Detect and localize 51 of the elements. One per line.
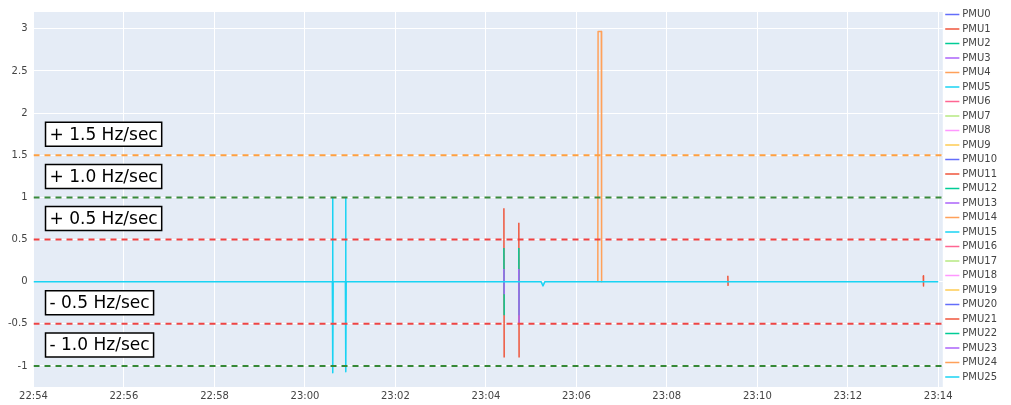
legend-label: PMU9 <box>962 138 991 150</box>
legend-label: PMU3 <box>962 51 991 63</box>
ref-line-label: - 1.0 Hz/sec <box>49 334 150 355</box>
y-tick-label: -1 <box>17 359 28 371</box>
x-tick-label: 23:02 <box>380 389 410 401</box>
legend-label: PMU13 <box>962 196 997 208</box>
legend-label: PMU22 <box>962 327 997 339</box>
legend-label: PMU19 <box>962 283 997 295</box>
legend-label: PMU2 <box>962 37 991 49</box>
legend-label: PMU14 <box>962 211 997 223</box>
legend-label: PMU23 <box>962 341 997 353</box>
y-tick-label: 2.5 <box>11 64 28 76</box>
x-tick-label: 22:54 <box>19 389 48 401</box>
y-tick-label: 2 <box>21 106 28 118</box>
legend-label: PMU18 <box>962 269 997 281</box>
legend-label: PMU0 <box>962 8 991 20</box>
legend-label: PMU15 <box>962 225 997 237</box>
y-tick-label: 1.5 <box>11 148 28 160</box>
x-tick-label: 23:10 <box>743 389 772 401</box>
legend-label: PMU20 <box>962 298 997 310</box>
legend-label: PMU21 <box>962 312 997 324</box>
x-tick-label: 22:56 <box>109 389 139 401</box>
y-tick-label: -0.5 <box>8 317 28 329</box>
legend-label: PMU25 <box>962 370 997 382</box>
legend-label: PMU12 <box>962 182 997 194</box>
x-tick-label: 23:04 <box>471 389 501 401</box>
legend-label: PMU16 <box>962 240 997 252</box>
x-tick-label: 23:12 <box>833 389 863 401</box>
ref-line-label: + 0.5 Hz/sec <box>49 207 158 228</box>
x-tick-label: 23:14 <box>923 389 953 401</box>
legend-label: PMU1 <box>962 22 991 34</box>
x-tick-label: 22:58 <box>200 389 229 401</box>
ref-line-label: + 1.5 Hz/sec <box>49 123 158 144</box>
x-tick-label: 23:08 <box>652 389 682 401</box>
y-tick-label: 0 <box>21 275 28 287</box>
legend-label: PMU10 <box>962 153 997 165</box>
y-tick-label: 0.5 <box>11 233 28 245</box>
legend-label: PMU6 <box>962 95 991 107</box>
legend-label: PMU4 <box>962 66 991 78</box>
x-tick-label: 23:06 <box>561 389 591 401</box>
legend-label: PMU11 <box>962 167 997 179</box>
legend-label: PMU17 <box>962 254 997 266</box>
legend-label: PMU5 <box>962 80 991 92</box>
legend-label: PMU24 <box>962 356 997 368</box>
legend-label: PMU7 <box>962 109 991 121</box>
legend-label: PMU8 <box>962 124 991 136</box>
x-tick-label: 23:00 <box>290 389 320 401</box>
y-tick-label: 1 <box>21 190 28 202</box>
y-tick-label: 3 <box>21 22 28 34</box>
ref-line-label: + 1.0 Hz/sec <box>49 165 158 186</box>
ref-line-label: - 0.5 Hz/sec <box>49 292 150 313</box>
